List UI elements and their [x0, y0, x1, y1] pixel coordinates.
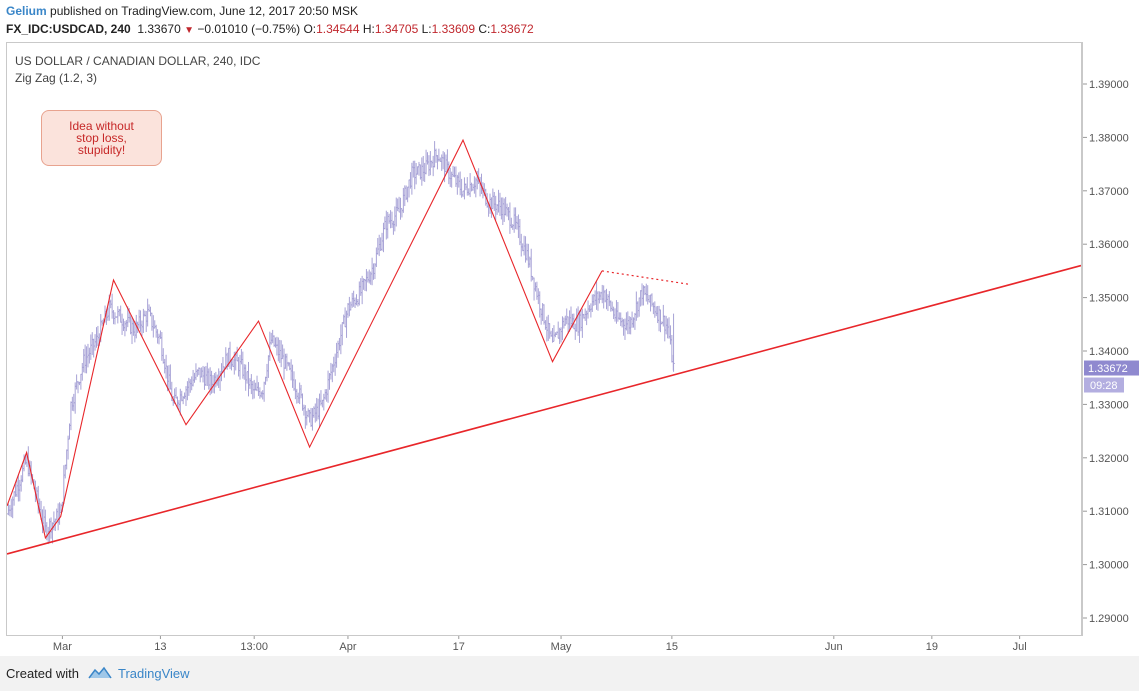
x-tick-label: Jul: [1013, 641, 1027, 653]
time-axis: Mar 13 13:00 Apr 17 May 15 Jun 19 Jul: [53, 635, 1027, 653]
close-label: C:: [478, 22, 491, 36]
open-label: O:: [303, 22, 317, 36]
y-tick-label: 1.31000: [1089, 506, 1129, 518]
x-tick-label: May: [551, 641, 572, 653]
x-tick-label: 13:00: [240, 641, 268, 653]
author-name[interactable]: Gelium: [6, 4, 47, 18]
current-price-label: 1.33672: [1088, 363, 1128, 375]
indicator-label[interactable]: Zig Zag (1.2, 3): [15, 71, 98, 85]
note-line-3: stupidity!: [77, 143, 126, 157]
high-value: 1.34705: [374, 22, 419, 36]
y-tick-label: 1.36000: [1089, 239, 1129, 251]
countdown-label: 09:28: [1090, 380, 1118, 392]
symbol-legend: FX_IDC:USDCAD, 240 1.33670 ▼ −0.01010 (−…: [6, 22, 534, 36]
price-axis: 1.39000 1.38000 1.37000 1.36000 1.35000 1.340…: [1082, 79, 1139, 625]
pane-title: US DOLLAR / CANADIAN DOLLAR, 240, IDC: [15, 54, 261, 68]
current-price-tag: [1084, 360, 1139, 376]
idea-note[interactable]: Idea without stop loss, stupidity!: [41, 110, 162, 166]
x-tick-label: 13: [154, 641, 166, 653]
zigzag-line: [6, 138, 603, 540]
price-bars-layer: [6, 141, 675, 545]
note-line-1: Idea without: [69, 119, 134, 133]
high-label: H:: [362, 22, 375, 36]
low-value: 1.33609: [431, 22, 475, 36]
close-value: 1.33672: [490, 22, 534, 36]
x-tick-label: Jun: [825, 641, 843, 653]
tradingview-brand-link[interactable]: TradingView: [118, 666, 190, 681]
y-tick-label: 1.35000: [1089, 293, 1129, 305]
x-tick-label: Apr: [339, 641, 356, 653]
open-value: 1.34544: [316, 22, 360, 36]
created-with-text: Created with: [6, 666, 79, 681]
publish-text: published on TradingView.com, June 12, 2…: [46, 4, 359, 18]
note-line-2: stop loss,: [76, 131, 127, 145]
support-trendline: [6, 264, 1082, 555]
tradingview-logo-icon[interactable]: [88, 666, 112, 685]
y-tick-label: 1.30000: [1089, 560, 1129, 572]
x-tick-label: 17: [453, 641, 465, 653]
y-tick-label: 1.32000: [1089, 453, 1129, 465]
y-tick-label: 1.34000: [1089, 346, 1129, 358]
drawing-layer: [6, 138, 1082, 555]
low-label: L:: [421, 22, 432, 36]
x-tick-label: 15: [666, 641, 678, 653]
y-tick-label: 1.37000: [1089, 186, 1129, 198]
y-tick-label: 1.29000: [1089, 613, 1129, 625]
footer: Created with TradingView: [0, 656, 1139, 691]
resistance-dotted-line: [601, 270, 689, 285]
y-tick-label: 1.38000: [1089, 132, 1129, 144]
x-tick-label: 19: [926, 641, 938, 653]
countdown-tag: [1084, 377, 1124, 393]
y-tick-label: 1.33000: [1089, 399, 1129, 411]
price-change: −0.01010 (−0.75%): [197, 22, 301, 36]
down-arrow-icon: ▼: [184, 25, 195, 36]
y-tick-label: 1.39000: [1089, 79, 1129, 91]
publish-info: Gelium published on TradingView.com, Jun…: [6, 4, 358, 18]
x-tick-label: Mar: [53, 641, 72, 653]
symbol-label[interactable]: FX_IDC:USDCAD, 240: [6, 22, 131, 36]
last-price: 1.33670: [137, 22, 181, 36]
